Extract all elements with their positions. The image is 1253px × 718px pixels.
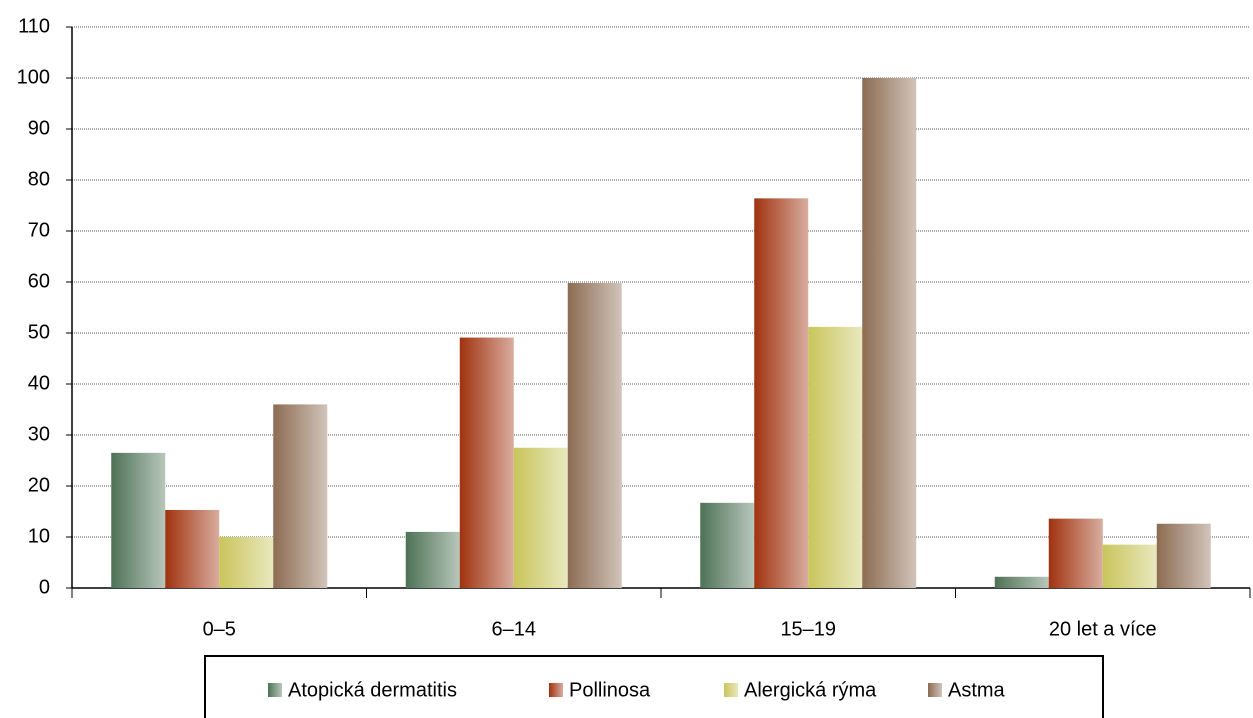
bar xyxy=(273,404,328,588)
y-tick-label: 0 xyxy=(39,576,50,598)
bar xyxy=(754,198,809,589)
y-tick-label: 60 xyxy=(28,270,50,292)
y-tick-label: 50 xyxy=(28,321,50,343)
legend-swatch xyxy=(549,683,563,697)
y-tick-label: 40 xyxy=(28,372,50,394)
y-tick-label: 70 xyxy=(28,219,50,241)
x-tick-label: 15–19 xyxy=(780,618,836,640)
y-tick-label: 10 xyxy=(28,525,50,547)
y-tick-label: 20 xyxy=(28,474,50,496)
legend-label: Astma xyxy=(948,679,1006,701)
y-tick-label: 90 xyxy=(28,117,50,139)
bar xyxy=(994,576,1049,588)
legend-label: Pollinosa xyxy=(569,679,651,701)
bar xyxy=(513,447,568,588)
bar xyxy=(862,78,917,588)
y-tick-label: 100 xyxy=(17,66,50,88)
legend-box xyxy=(204,655,1104,718)
x-tick-label: 20 let a více xyxy=(1049,618,1157,640)
legend-label: Atopická dermatitis xyxy=(288,679,457,701)
y-tick-label: 80 xyxy=(28,168,50,190)
y-tick-label: 110 xyxy=(18,15,50,37)
bar xyxy=(700,502,755,588)
bar xyxy=(165,509,220,588)
bar xyxy=(111,452,166,588)
y-tick-label: 30 xyxy=(28,423,50,445)
bar xyxy=(808,326,863,588)
legend-swatch xyxy=(724,683,738,697)
legend-swatch xyxy=(268,683,282,697)
legend-label: Alergická rýma xyxy=(744,679,877,701)
x-tick-label: 0–5 xyxy=(203,618,236,640)
bar xyxy=(1156,523,1211,588)
x-tick-label: 6–14 xyxy=(492,618,537,640)
bar xyxy=(219,537,274,588)
bar xyxy=(405,531,460,588)
bar xyxy=(1048,518,1103,588)
legend-swatch xyxy=(928,683,942,697)
bar xyxy=(459,337,514,588)
bar xyxy=(1102,544,1157,588)
bar xyxy=(567,283,622,588)
